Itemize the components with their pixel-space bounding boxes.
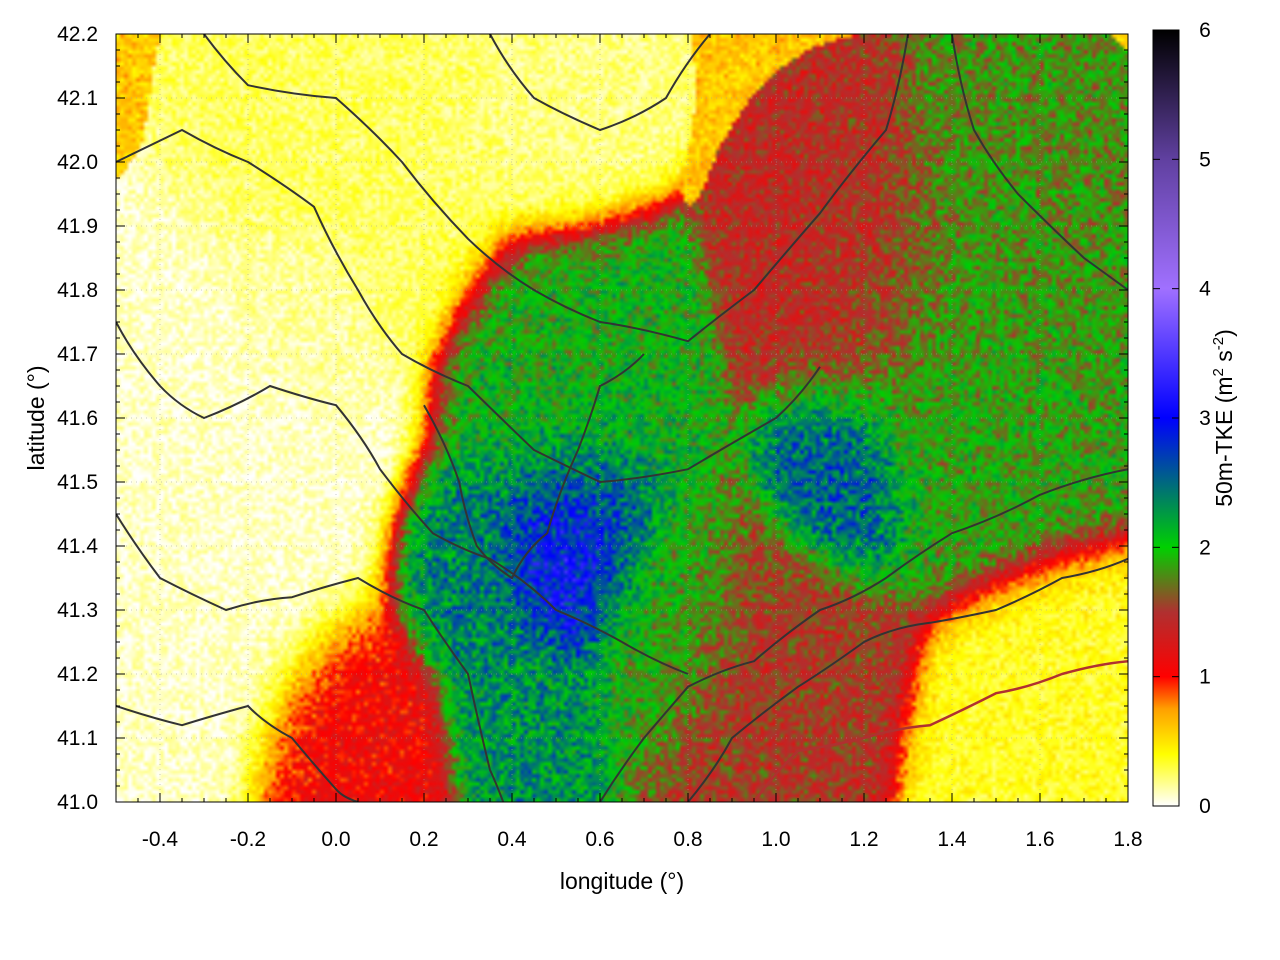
x-tick-label: 0.4 (497, 828, 527, 851)
colorbar-title-end: ) (1211, 329, 1237, 337)
x-tick-label: 1.8 (1113, 828, 1142, 851)
colorbar-ticks: 0 1 2 3 4 5 6 (1153, 19, 1211, 818)
colorbar-tick-label: 2 (1199, 536, 1211, 559)
contour-line (116, 513, 505, 802)
colorbar-tick-label: 6 (1199, 19, 1211, 42)
contour-line (203, 34, 909, 343)
x-tick-label: 0.2 (409, 828, 438, 851)
y-tick-label: 42.0 (57, 151, 98, 174)
colorbar-tick-label: 1 (1199, 666, 1211, 689)
y-tick-label: 41.4 (57, 535, 98, 558)
colorbar-tick-label: 0 (1199, 795, 1211, 818)
y-tick-label: 41.5 (57, 471, 98, 494)
x-axis-ticks: -0.4 -0.2 0.0 0.2 0.4 0.6 0.8 1.0 1.2 1.4 1.6 1.8 (115, 34, 1143, 851)
y-tick-label: 41.3 (57, 599, 98, 622)
contour-line (489, 34, 711, 132)
y-tick-label: 41.0 (57, 791, 98, 814)
contour-line (423, 353, 645, 580)
y-axis-ticks: 41.0 41.1 41.2 41.3 41.4 41.5 41.6 41.7 41.8 41.9… (57, 23, 1128, 814)
y-tick-label: 42.2 (57, 23, 98, 46)
y-tick-label: 41.6 (57, 407, 98, 430)
x-tick-label: 0.0 (321, 828, 350, 851)
x-tick-label: 0.6 (585, 828, 614, 851)
x-tick-label: -0.2 (230, 828, 266, 851)
x-tick-label: 0.8 (673, 828, 702, 851)
y-axis-title: latitude (°) (23, 365, 49, 470)
contour-line (116, 704, 359, 802)
x-tick-label: 1.4 (937, 828, 967, 851)
y-tick-label: 41.9 (57, 215, 98, 238)
colorbar-title: 50m-TKE (m2 s-2) (1210, 329, 1237, 507)
contour-line (116, 128, 821, 484)
contour-line (687, 557, 1128, 802)
y-tick-label: 41.1 (57, 727, 98, 750)
colorbar-tick-label: 3 (1199, 407, 1211, 430)
x-tick-label: 1.2 (849, 828, 878, 851)
grid (116, 34, 1128, 802)
x-tick-label: 1.0 (761, 828, 790, 851)
contour-line (116, 321, 689, 675)
colorbar-title-main: 50m-TKE (m (1211, 376, 1237, 506)
colorbar-title-sup1: 2 (1210, 368, 1227, 376)
colorbar-tick-label: 4 (1199, 278, 1211, 301)
y-tick-label: 41.2 (57, 663, 98, 686)
x-tick-label: 1.6 (1025, 828, 1054, 851)
y-tick-label: 41.8 (57, 279, 98, 302)
x-tick-label: -0.4 (142, 828, 179, 851)
contour-line (951, 34, 1128, 291)
y-tick-label: 42.1 (57, 87, 98, 110)
coastline (752, 659, 1128, 802)
colorbar-tick-label: 5 (1199, 148, 1211, 171)
colorbar-title-mid: s (1211, 350, 1237, 368)
y-tick-label: 41.7 (57, 343, 98, 366)
contour-line (599, 468, 1128, 802)
colorbar-title-sup2: -2 (1210, 337, 1227, 350)
x-axis-title: longitude (°) (560, 868, 684, 894)
terrain-contours (116, 34, 1128, 802)
